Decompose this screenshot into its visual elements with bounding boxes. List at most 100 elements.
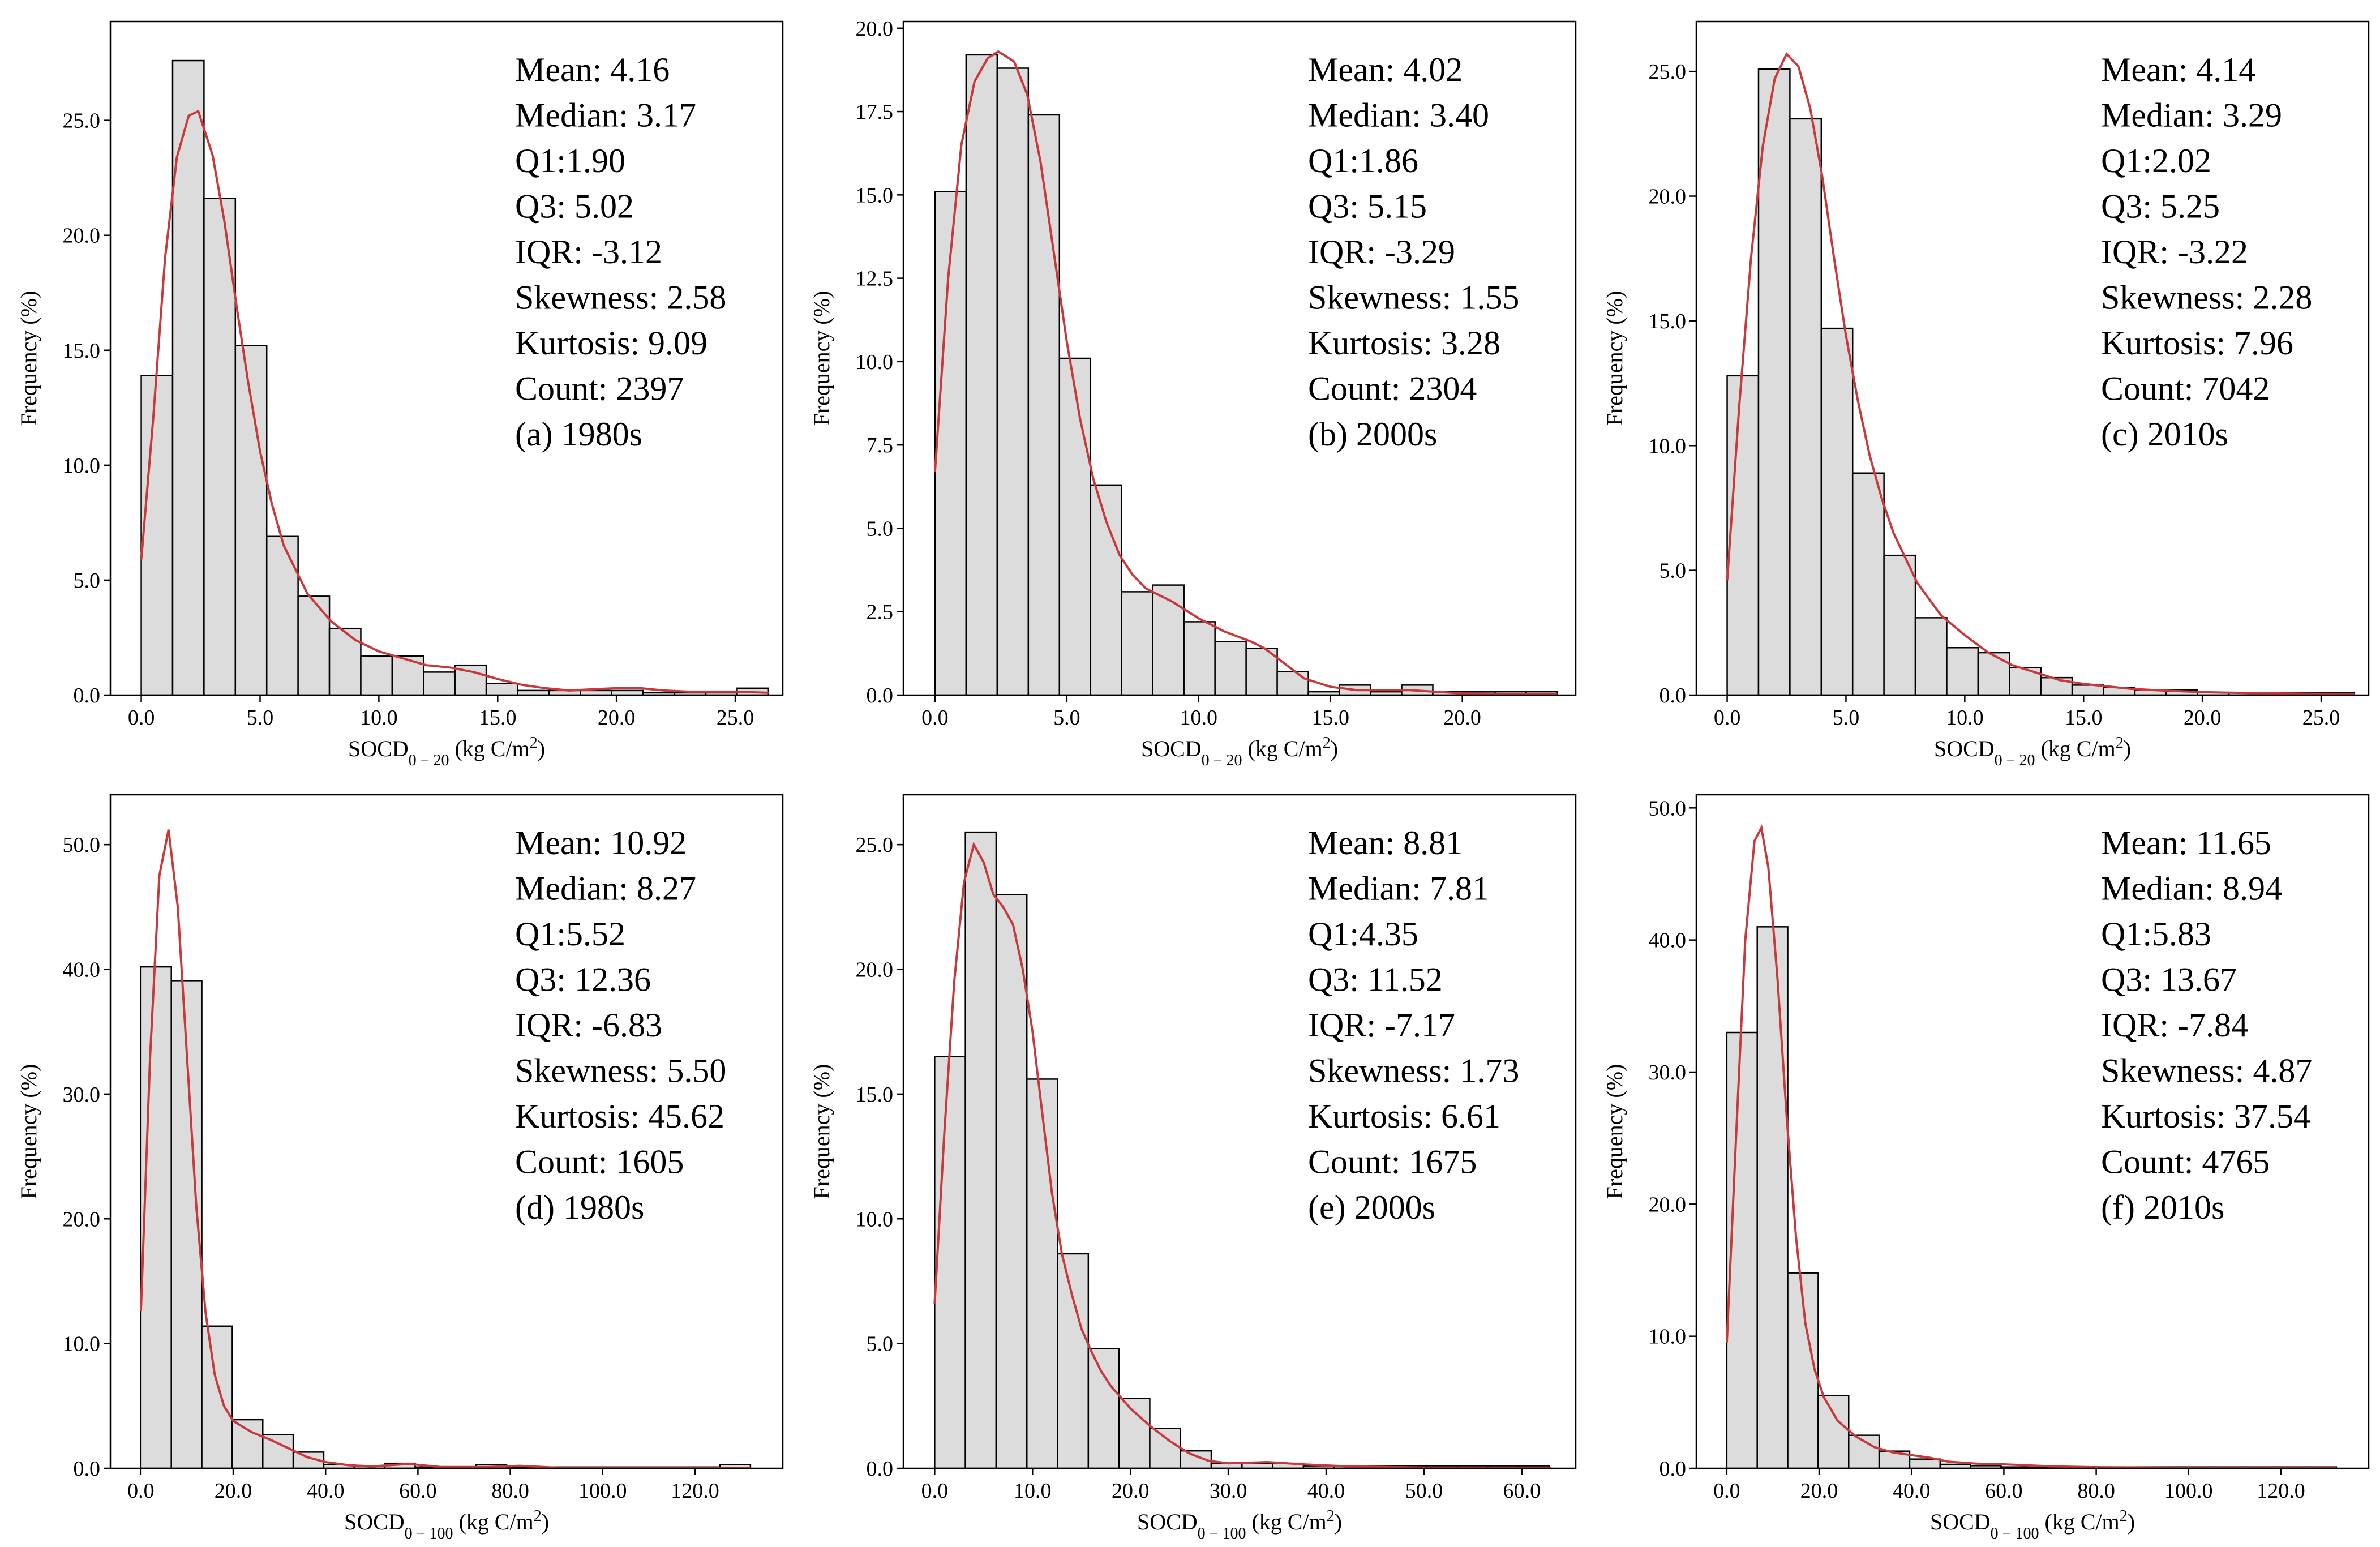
stat-line: Q1:5.83: [2101, 915, 2211, 953]
x-tick-label: 5.0: [247, 706, 274, 730]
x-tick-label: 120.0: [671, 1479, 719, 1503]
x-tick-label: 5.0: [1833, 706, 1860, 730]
histogram-bar: [1276, 671, 1309, 696]
x-tick-label: 120.0: [2257, 1479, 2305, 1503]
panel-a-socd-0-20-1980s: 0.0 5.0 10.0 15.0 20.0 25.0 0.0 5.0 10.0 15.0 20.0…: [0, 0, 793, 773]
y-axis-title: Frequency (%): [16, 291, 41, 426]
chart-svg: 0.0 5.0 10.0 15.0 20.0 25.00.05.010.015.020.0…: [16, 20, 784, 769]
y-tick-label: 50.0: [63, 833, 101, 857]
y-tick-label: 15.0: [1649, 310, 1687, 333]
y-tick-label: 5.0: [867, 517, 894, 541]
x-tick-label: 10.0: [1946, 706, 1984, 730]
histogram-bar: [171, 59, 205, 696]
stats-annotation: Mean: 11.65 Median: 8.94 Q1:5.83 Q3: 13.67 I…: [2101, 824, 2312, 1226]
stat-line: Q1:4.35: [1308, 915, 1418, 953]
x-axis-title-xlabel: SOCD: [1934, 736, 1995, 761]
y-tick-label: 20.0: [63, 1207, 101, 1231]
y-axis: 0.0 10.0 20.0 30.0 40.0 50.0: [63, 833, 110, 1481]
stat-line: IQR: -7.17: [1308, 1006, 1455, 1044]
histogram-bar: [964, 831, 997, 1469]
histogram-bars: [934, 831, 1550, 1469]
histogram-bar: [234, 345, 268, 696]
y-tick-label: 10.0: [856, 1207, 894, 1231]
x-axis-title-xlabel-unit: (kg C/m: [453, 1509, 533, 1535]
x-axis-title-xlabel-close: ): [1331, 736, 1338, 761]
y-axis-title: Frequency (%): [809, 291, 834, 426]
stat-line: Count: 1605: [515, 1143, 684, 1181]
y-tick-label: 15.0: [63, 339, 101, 363]
x-axis-title-xlabel-unit: (kg C/m: [449, 736, 529, 761]
x-axis-title-xlabel-close: ): [538, 736, 545, 761]
y-tick-label: 25.0: [1649, 60, 1687, 84]
y-tick-label: 7.5: [867, 434, 894, 457]
histogram-bar: [1245, 648, 1278, 696]
stat-line: Q3: 12.36: [515, 961, 651, 999]
histogram-bar: [203, 198, 237, 696]
y-tick-label: 10.0: [856, 350, 894, 374]
histogram-bar: [423, 671, 456, 696]
x-tick-label: 20.0: [598, 706, 636, 730]
stat-line: Skewness: 2.58: [515, 279, 726, 316]
y-tick-label: 0.0: [74, 1457, 101, 1481]
x-tick-label: 0.0: [1714, 706, 1741, 730]
histogram-bar: [140, 966, 172, 1469]
stat-line: Kurtosis: 3.28: [1308, 324, 1500, 362]
x-tick-label: 25.0: [717, 706, 754, 730]
histogram-bar: [1058, 357, 1092, 696]
plot-frame: [1695, 20, 2370, 696]
stats-annotation: Mean: 4.16 Median: 3.17 Q1:1.90 Q3: 5.02 IQR…: [515, 51, 726, 453]
x-axis-title-xlabel: SOCD: [344, 1509, 405, 1535]
y-tick-label: 15.0: [856, 183, 894, 207]
stat-line: Kurtosis: 45.62: [515, 1098, 724, 1135]
x-tick-label: 100.0: [578, 1479, 627, 1503]
histogram-bar: [1851, 472, 1885, 696]
stat-line: Q3: 5.25: [2101, 188, 2220, 225]
stat-line: Median: 8.27: [515, 870, 696, 907]
x-tick-label: 20.0: [1800, 1479, 1838, 1503]
histogram-bar: [1118, 1398, 1151, 1469]
histogram-bar: [265, 535, 299, 696]
stats-annotation: Mean: 8.81 Median: 7.81 Q1:4.35 Q3: 11.52 IQ…: [1308, 824, 1519, 1226]
stat-line: Count: 4765: [2101, 1143, 2270, 1181]
histogram-bar: [1946, 647, 1979, 696]
stat-line: Q1:1.86: [1308, 142, 1418, 179]
kde-curve: [1725, 824, 2336, 1469]
x-axis-title: SOCD0 − 20 (kg C/m2): [1934, 734, 2131, 769]
x-axis-title: SOCD0 − 100 (kg C/m2): [1137, 1507, 1342, 1542]
y-tick-label: 0.0: [74, 684, 101, 708]
stat-line: Count: 7042: [2101, 370, 2270, 408]
y-tick-label: 5.0: [1659, 559, 1687, 583]
x-tick-label: 25.0: [2302, 706, 2340, 730]
chart-svg: 0.0 5.0 10.0 15.0 20.0 0.0 2.5 5.0 7.5 10.0 12.5 15…: [809, 17, 1577, 769]
stat-line: Count: 2304: [1308, 370, 1477, 408]
x-axis-title-xlabel-sub: 0 − 20: [1995, 752, 2035, 769]
x-axis-title-xlabel-unit: (kg C/m: [1242, 736, 1322, 761]
y-tick-label: 0.0: [867, 1457, 894, 1481]
histogram-bar: [360, 655, 393, 696]
stat-line: Kurtosis: 9.09: [515, 324, 707, 362]
x-tick-label: 0.0: [921, 706, 949, 730]
histogram-bar: [328, 627, 362, 696]
x-tick-label: 100.0: [2164, 1479, 2213, 1503]
x-tick-label: 80.0: [2077, 1479, 2115, 1503]
stat-line: Count: 1675: [1308, 1143, 1477, 1181]
x-axis: 0.0 10.0 20.0 30.0 40.0 50.0 60.0: [921, 1468, 1541, 1503]
histogram-bar: [1180, 1450, 1212, 1469]
x-axis-title-xlabel-unit: (kg C/m: [1246, 1509, 1326, 1535]
panel-label: (e) 2000s: [1308, 1189, 1435, 1226]
stat-line: Skewness: 5.50: [515, 1052, 726, 1090]
y-tick-label: 40.0: [63, 958, 101, 982]
panel-label: (c) 2010s: [2101, 415, 2228, 453]
stat-line: Median: 3.40: [1308, 97, 1489, 134]
x-tick-label: 40.0: [1893, 1479, 1931, 1503]
x-tick-label: 15.0: [2065, 706, 2103, 730]
y-tick-label: 5.0: [867, 1332, 894, 1356]
y-tick-label: 20.0: [856, 958, 894, 982]
chart-svg: 0.0 5.0 10.0 15.0 20.0 25.00.05.010.015.020.0…: [1602, 20, 2370, 769]
stat-line: Q3: 13.67: [2101, 961, 2237, 999]
x-axis-title: SOCD0 − 20 (kg C/m2): [1141, 734, 1338, 769]
x-axis-title-xlabel-unit: (kg C/m: [2039, 1509, 2119, 1535]
x-axis: 0.0 5.0 10.0 15.0 20.0: [921, 695, 1481, 730]
stat-line: Median: 3.17: [515, 97, 696, 134]
y-axis-title: Frequency (%): [16, 1064, 41, 1199]
